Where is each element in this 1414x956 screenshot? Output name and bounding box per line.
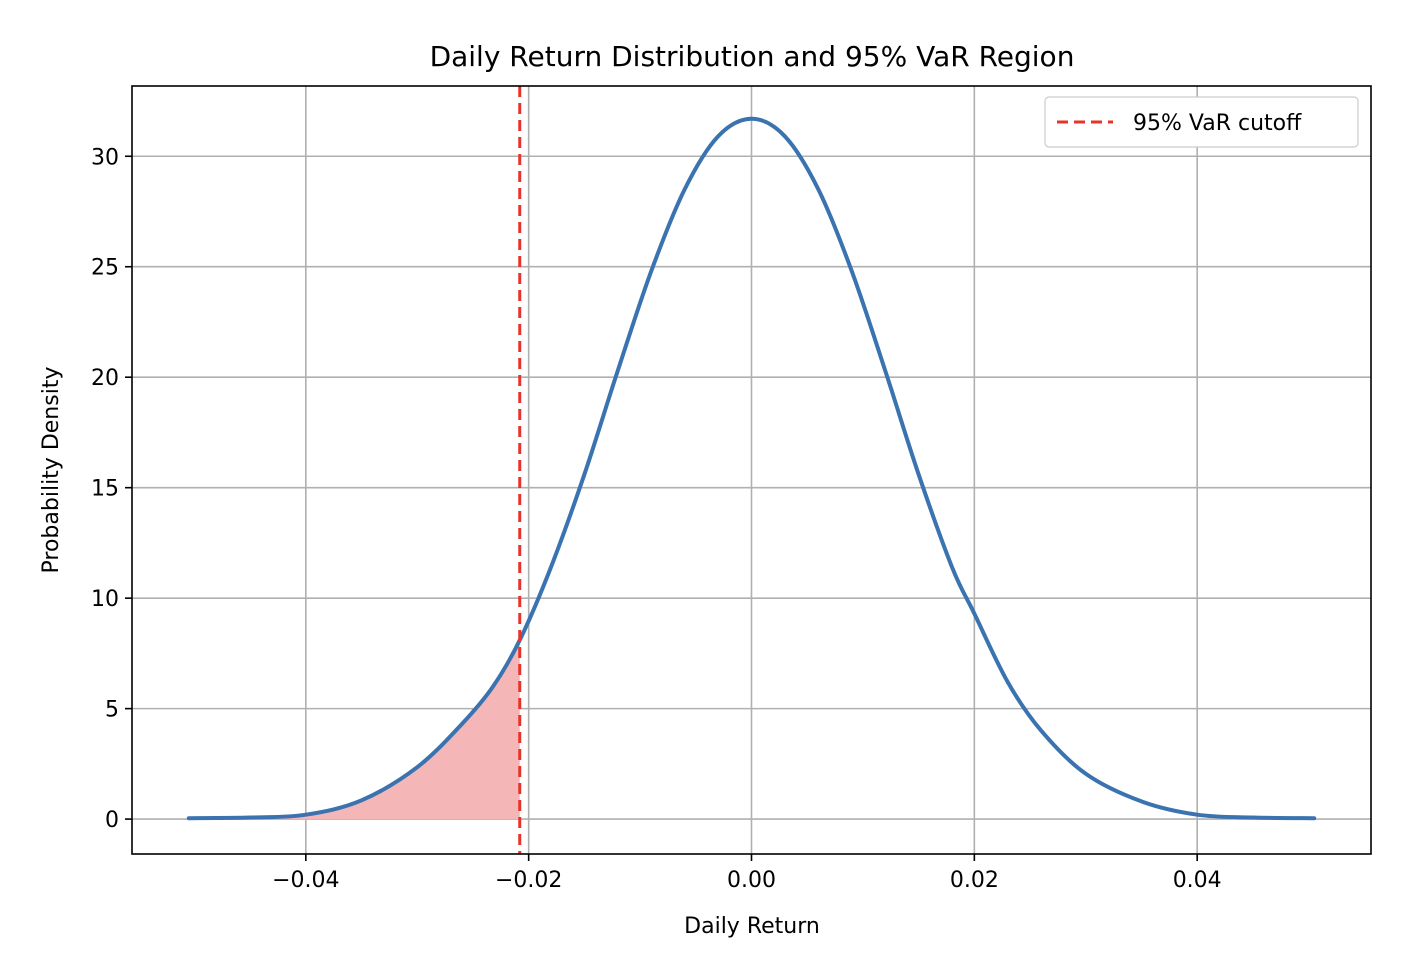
x-tick-label-1: −0.02 <box>495 868 562 893</box>
y-axis-label: Probability Density <box>39 367 64 574</box>
x-tick-label-0: −0.04 <box>272 868 339 893</box>
chart-title: Daily Return Distribution and 95% VaR Re… <box>430 40 1075 73</box>
y-tick-label-3: 15 <box>91 477 119 502</box>
y-tick-label-0: 0 <box>105 808 119 833</box>
series <box>186 86 1317 854</box>
var-shaded-area <box>188 640 520 820</box>
x-axis-label: Daily Return <box>684 914 820 939</box>
x-tick-label-2: 0.00 <box>727 868 776 893</box>
y-tick-label-6: 30 <box>91 145 119 170</box>
legend-box <box>1044 96 1359 148</box>
y-tick-label-1: 5 <box>105 698 119 723</box>
ticks: −0.04 −0.02 0.00 0.02 0.04 0 5 10 15 20 25 30 <box>91 145 1222 893</box>
var-region <box>188 640 520 820</box>
grid <box>132 86 1371 854</box>
density-curve <box>186 116 1317 821</box>
x-tick-label-3: 0.02 <box>950 868 999 893</box>
y-tick-label-5: 25 <box>91 256 119 281</box>
legend: 95% VaR cutoff <box>1044 96 1359 148</box>
y-tick-label-4: 20 <box>91 366 119 391</box>
x-tick-label-4: 0.04 <box>1173 868 1222 893</box>
legend-label-var-cutoff: 95% VaR cutoff <box>1133 111 1302 136</box>
y-tick-label-2: 10 <box>91 587 119 612</box>
